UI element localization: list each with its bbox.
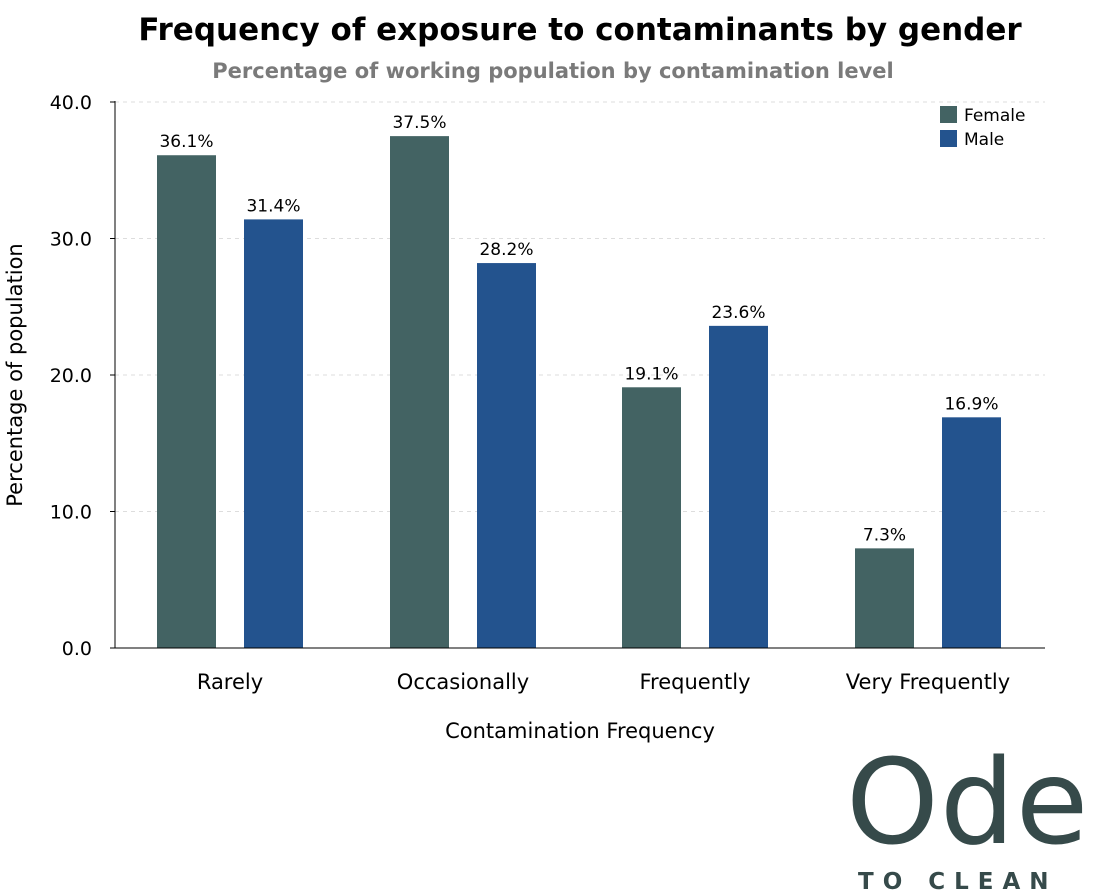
data-label: 7.3% xyxy=(863,525,906,545)
legend: Female Male xyxy=(940,106,1025,150)
bar-female-very-frequently xyxy=(855,548,914,648)
x-category-label: Frequently xyxy=(639,670,750,694)
logo-wordmark: Ode xyxy=(846,733,1089,871)
x-category-label: Rarely xyxy=(197,670,263,694)
ode-to-clean-logo: Ode TO CLEAN xyxy=(846,733,1089,894)
bar-male-occasionally xyxy=(477,263,536,648)
bar-male-frequently xyxy=(709,325,768,648)
data-label: 36.1% xyxy=(159,132,213,152)
data-label: 37.5% xyxy=(392,113,446,133)
y-tick-label: 0.0 xyxy=(62,638,92,660)
bars xyxy=(157,136,1001,649)
chart-title: Frequency of exposure to contaminants by… xyxy=(138,12,1022,48)
data-label: 19.1% xyxy=(624,364,678,384)
data-label: 28.2% xyxy=(479,240,533,260)
bar-male-rarely xyxy=(244,219,303,648)
chart-subtitle: Percentage of working population by cont… xyxy=(212,59,893,83)
bar-female-rarely xyxy=(157,155,216,649)
x-category-label: Very Frequently xyxy=(846,670,1010,694)
legend-label-female: Female xyxy=(964,106,1025,126)
data-label: 23.6% xyxy=(711,303,765,323)
y-axis-ticks: 0.0 10.0 20.0 30.0 40.0 xyxy=(50,92,115,660)
legend-swatch-male xyxy=(940,130,957,147)
data-labels: 36.1% 31.4% 37.5% 28.2% 19.1% 23.6% 7.3% 16.9% xyxy=(159,113,998,545)
x-axis-categories: Rarely Occasionally Frequently Very Frequen… xyxy=(197,670,1010,694)
data-label: 16.9% xyxy=(944,394,998,414)
logo-tagline: TO CLEAN xyxy=(858,869,1058,894)
y-tick-label: 30.0 xyxy=(50,229,92,251)
bar-female-frequently xyxy=(622,387,681,648)
data-label: 31.4% xyxy=(246,196,300,216)
x-axis-title: Contamination Frequency xyxy=(445,719,715,743)
y-tick-label: 10.0 xyxy=(50,502,92,524)
legend-label-male: Male xyxy=(964,130,1004,150)
y-tick-label: 40.0 xyxy=(50,92,92,114)
legend-swatch-female xyxy=(940,106,957,123)
y-axis-title: Percentage of population xyxy=(3,243,27,506)
bar-female-occasionally xyxy=(390,136,449,648)
y-tick-label: 20.0 xyxy=(50,365,92,387)
bar-male-very-frequently xyxy=(942,417,1001,648)
x-category-label: Occasionally xyxy=(397,670,529,694)
